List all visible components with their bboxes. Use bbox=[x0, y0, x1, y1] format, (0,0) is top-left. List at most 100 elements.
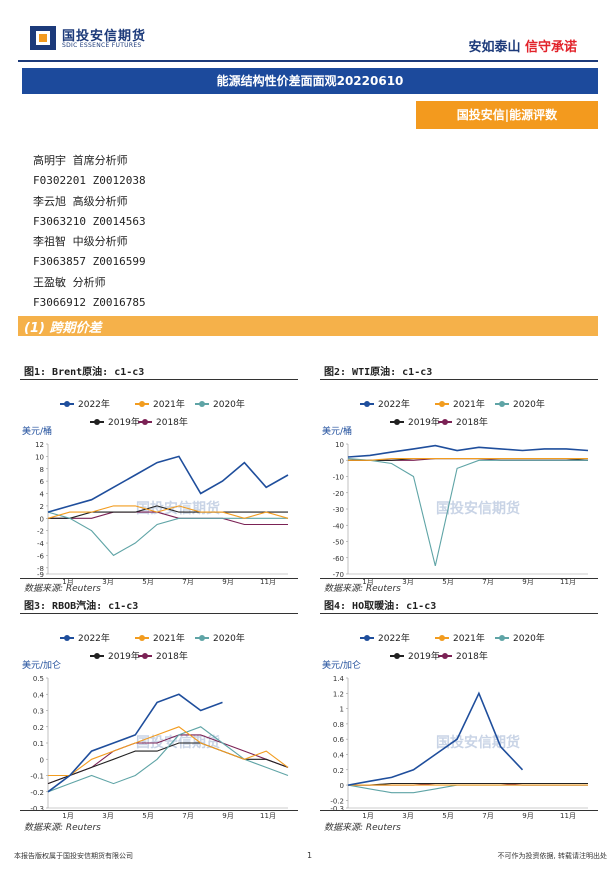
y-tick-label: -0.2 bbox=[330, 797, 344, 805]
y-tick-label: 12 bbox=[35, 441, 44, 449]
data-source: 数据来源: Reuters bbox=[24, 823, 101, 833]
logo-subtitle: SDIC ESSENCE FUTURES bbox=[62, 42, 142, 49]
axis-unit-label: 美元/桶 bbox=[22, 425, 52, 437]
y-tick-label: -4 bbox=[37, 540, 45, 548]
y-tick-label: 0 bbox=[340, 457, 344, 465]
data-source: 数据来源: Reuters bbox=[324, 584, 401, 594]
legend-marker bbox=[142, 419, 148, 425]
legend-label: 2021年 bbox=[453, 398, 485, 410]
y-tick-label: 1.4 bbox=[333, 675, 345, 683]
y-tick-label: 0 bbox=[40, 515, 44, 523]
footer-disclaimer: 不可作为投资依据, 转载请注明出处 bbox=[497, 852, 607, 860]
x-tick-label: 9月 bbox=[522, 578, 533, 586]
y-tick-label: 2 bbox=[40, 503, 44, 511]
figure-2: 图2: WTI原油: c1-c3 2022年 2021年 2020年 2019年 201… bbox=[320, 362, 598, 622]
analyst-id: F0302201 Z0012038 bbox=[33, 174, 146, 188]
legend-label: 2022年 bbox=[78, 632, 110, 644]
section-title: (1) 跨期价差 bbox=[24, 321, 102, 336]
figure-3: 图3: RBOB汽油: c1-c3 2022年 2021年 2020年 2019年 20… bbox=[20, 596, 298, 836]
legend-label: 2022年 bbox=[378, 398, 410, 410]
figure-title: 图1: Brent原油: c1-c3 bbox=[24, 367, 145, 378]
y-tick-label: 1.2 bbox=[333, 690, 344, 698]
legend-marker bbox=[442, 419, 448, 425]
figure-1: 图1: Brent原油: c1-c3 2022年 2021年 2020年 2019年 2… bbox=[20, 362, 298, 622]
y-tick-label: 6 bbox=[40, 478, 45, 486]
y-tick-label: 0.1 bbox=[33, 740, 44, 748]
logo-text: 国投安信期货 bbox=[62, 29, 147, 44]
legend-marker bbox=[64, 635, 70, 641]
legend-marker bbox=[64, 401, 70, 407]
legend-marker bbox=[94, 419, 100, 425]
legend-label: 2018年 bbox=[156, 650, 188, 662]
series-line-y2021 bbox=[47, 505, 289, 519]
legend-marker bbox=[394, 653, 400, 659]
slogan-b: 信守承诺 bbox=[524, 40, 577, 55]
series-line-y2021 bbox=[348, 458, 588, 461]
x-tick-label: 3月 bbox=[102, 812, 113, 820]
figure-title: 图4: HO取暖油: c1-c3 bbox=[324, 601, 437, 612]
legend-label: 2020年 bbox=[513, 632, 545, 644]
legend-label: 2020年 bbox=[213, 398, 245, 410]
figure-title: 图2: WTI原油: c1-c3 bbox=[324, 367, 433, 378]
y-tick-label: 0.5 bbox=[33, 675, 44, 683]
y-tick-label: -0.3 bbox=[330, 805, 344, 813]
watermark: 国投安信期货 bbox=[436, 500, 520, 517]
slogan: 安如泰山 信守承诺 bbox=[468, 36, 577, 55]
x-tick-label: 7月 bbox=[482, 812, 493, 820]
x-tick-label: 7月 bbox=[182, 812, 193, 820]
legend-label: 2018年 bbox=[456, 650, 488, 662]
y-tick-label: 0.3 bbox=[33, 708, 44, 716]
legend-marker bbox=[439, 401, 445, 407]
footer-copyright: 本报告版权属于国投安信期货有限公司 bbox=[14, 852, 133, 860]
figure-rule bbox=[320, 613, 598, 614]
y-tick-label: -10 bbox=[333, 474, 344, 482]
y-tick-label: -8 bbox=[37, 565, 44, 573]
x-tick-label: 3月 bbox=[402, 578, 413, 586]
watermark: 国投安信期货 bbox=[136, 500, 220, 517]
legend-marker bbox=[364, 401, 370, 407]
legend-marker bbox=[499, 401, 505, 407]
legend-marker bbox=[364, 635, 370, 641]
figure-rule bbox=[320, 578, 598, 579]
legend-label: 2022年 bbox=[378, 632, 410, 644]
x-tick-label: 5月 bbox=[142, 578, 153, 586]
legend-label: 2021年 bbox=[153, 632, 185, 644]
series-line-y2020 bbox=[47, 726, 289, 793]
series-line-y2018 bbox=[48, 511, 288, 526]
watermark: 国投安信期货 bbox=[436, 734, 520, 751]
series-line-y2021 bbox=[48, 726, 289, 777]
x-tick-label: 3月 bbox=[402, 812, 413, 820]
y-tick-label: -50 bbox=[333, 539, 344, 547]
section-header: (1) 跨期价差 bbox=[18, 316, 598, 336]
figure-rule bbox=[20, 810, 298, 811]
y-tick-label: 0.8 bbox=[333, 721, 344, 729]
slogan-a: 安如泰山 bbox=[468, 40, 521, 55]
axis-unit-label: 美元/加仑 bbox=[22, 659, 61, 671]
x-tick-label: 7月 bbox=[482, 578, 493, 586]
analyst-name: 高明宇 首席分析师 bbox=[33, 154, 128, 167]
analyst-name: 李祖智 中级分析师 bbox=[33, 235, 128, 249]
legend-marker bbox=[394, 419, 400, 425]
legend-label: 2021年 bbox=[453, 632, 485, 644]
legend-label: 2019年 bbox=[408, 650, 440, 662]
y-tick-label: -6 bbox=[37, 552, 45, 560]
y-tick-label: -2 bbox=[37, 528, 44, 536]
x-tick-label: 9月 bbox=[522, 812, 533, 820]
analyst-id: F3066912 Z0016785 bbox=[33, 296, 146, 310]
y-tick-label: -60 bbox=[333, 555, 344, 563]
legend-label: 2020年 bbox=[513, 398, 545, 410]
x-tick-label: 9月 bbox=[222, 578, 233, 586]
axis-unit-label: 美元/加仑 bbox=[322, 659, 361, 671]
y-tick-label: -30 bbox=[333, 506, 344, 514]
x-tick-label: 3月 bbox=[102, 578, 113, 586]
series-line-y2020 bbox=[47, 511, 288, 557]
legend-label: 2020年 bbox=[213, 632, 245, 644]
series-line-y2022 bbox=[47, 455, 289, 513]
x-tick-label: 1月 bbox=[362, 578, 373, 586]
y-tick-label: -40 bbox=[333, 522, 344, 530]
figure-rule bbox=[320, 379, 598, 380]
y-tick-label: 0.6 bbox=[333, 736, 345, 744]
